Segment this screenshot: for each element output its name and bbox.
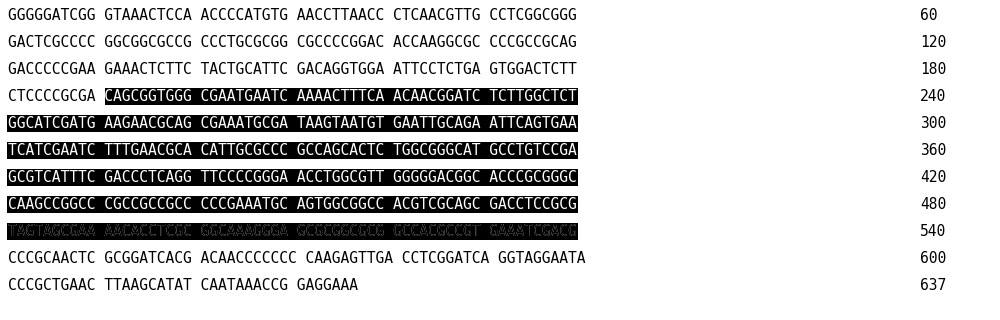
Text: 600: 600 xyxy=(920,251,946,266)
Text: TCATCGAATC TTTGAACGCA CATTGCGCCC GCCAGCACTC TGGCGGGCAT GCCTGTCCGA: TCATCGAATC TTTGAACGCA CATTGCGCCC GCCAGCA… xyxy=(8,143,577,158)
Text: 420: 420 xyxy=(920,170,946,185)
Text: CAAGCCGGCC CGCCGCCGCC CCCGAAATGC AGTGGCGGCC ACGTCGCAGC GACCTCCGCG: CAAGCCGGCC CGCCGCCGCC CCCGAAATGC AGTGGCG… xyxy=(8,197,577,212)
Text: 360: 360 xyxy=(920,143,946,158)
Text: 540: 540 xyxy=(920,224,946,239)
Text: GCGTCATTTC GACCCTCAGG TTCCCCGGGA ACCTGGCGTT GGGGGACGGC ACCCGCGGGC: GCGTCATTTC GACCCTCAGG TTCCCCGGGA ACCTGGC… xyxy=(8,170,577,185)
Text: CTCCCCGCGA CAGCGGTGGG CGAATGAATC AAAACTTTCA ACAACGGATC TCTTGGCTCT: CTCCCCGCGA CAGCGGTGGG CGAATGAATC AAAACTT… xyxy=(8,89,577,104)
Text: GACTCGCCCC GGCGGCGCCG CCCTGCGCGG CGCCCCGGAC ACCAAGGCGC CCCGCCGCAG: GACTCGCCCC GGCGGCGCCG CCCTGCGCGG CGCCCCG… xyxy=(8,35,577,50)
Text: CTCCCCGCGA: CTCCCCGCGA xyxy=(8,89,104,104)
Text: 180: 180 xyxy=(920,62,946,77)
Text: TAGTAGCGAA AACACCTCGC GGCAAAGGGA GCGCGGCGCG GCCACGCCGT GAAATCGACG: TAGTAGCGAA AACACCTCGC GGCAAAGGGA GCGCGGC… xyxy=(8,224,577,239)
Text: 637: 637 xyxy=(920,278,946,293)
Text: 300: 300 xyxy=(920,116,946,131)
Text: 120: 120 xyxy=(920,35,946,50)
Text: 480: 480 xyxy=(920,197,946,212)
Text: CCCGCTGAAC TTAAGCATAT CAATAAACCG GAGGAAA: CCCGCTGAAC TTAAGCATAT CAATAAACCG GAGGAAA xyxy=(8,278,358,293)
Text: GGCATCGATG AAGAACGCAG CGAAATGCGA TAAGTAATGT GAATTGCAGA ATTCAGTGAA: GGCATCGATG AAGAACGCAG CGAAATGCGA TAAGTAA… xyxy=(8,116,577,131)
Text: 240: 240 xyxy=(920,89,946,104)
Text: CTCCCCGCGA: CTCCCCGCGA xyxy=(8,89,104,104)
Text: 60: 60 xyxy=(920,8,938,23)
Text: GACCCCCGAA GAAACTCTTC TACTGCATTC GACAGGTGGA ATTCCTCTGA GTGGACTCTT: GACCCCCGAA GAAACTCTTC TACTGCATTC GACAGGT… xyxy=(8,62,577,77)
Text: CCCGCAACTC GCGGATCACG ACAACCCCCCC CAAGAGTTGA CCTCGGATCA GGTAGGAATA: CCCGCAACTC GCGGATCACG ACAACCCCCCC CAAGAG… xyxy=(8,251,586,266)
Text: TAGTAGCGAA AACACCTCGC GGCAAAGGGA GCGCGGCGCG GCCACGCCGT GAAATCGACG: TAGTAGCGAA AACACCTCGC GGCAAAGGGA GCGCGGC… xyxy=(8,224,577,239)
Text: GGGGGATCGG GTAAACTCCA ACCCCATGTG AACCTTAACC CTCAACGTTG CCTCGGCGGG: GGGGGATCGG GTAAACTCCA ACCCCATGTG AACCTTA… xyxy=(8,8,577,23)
